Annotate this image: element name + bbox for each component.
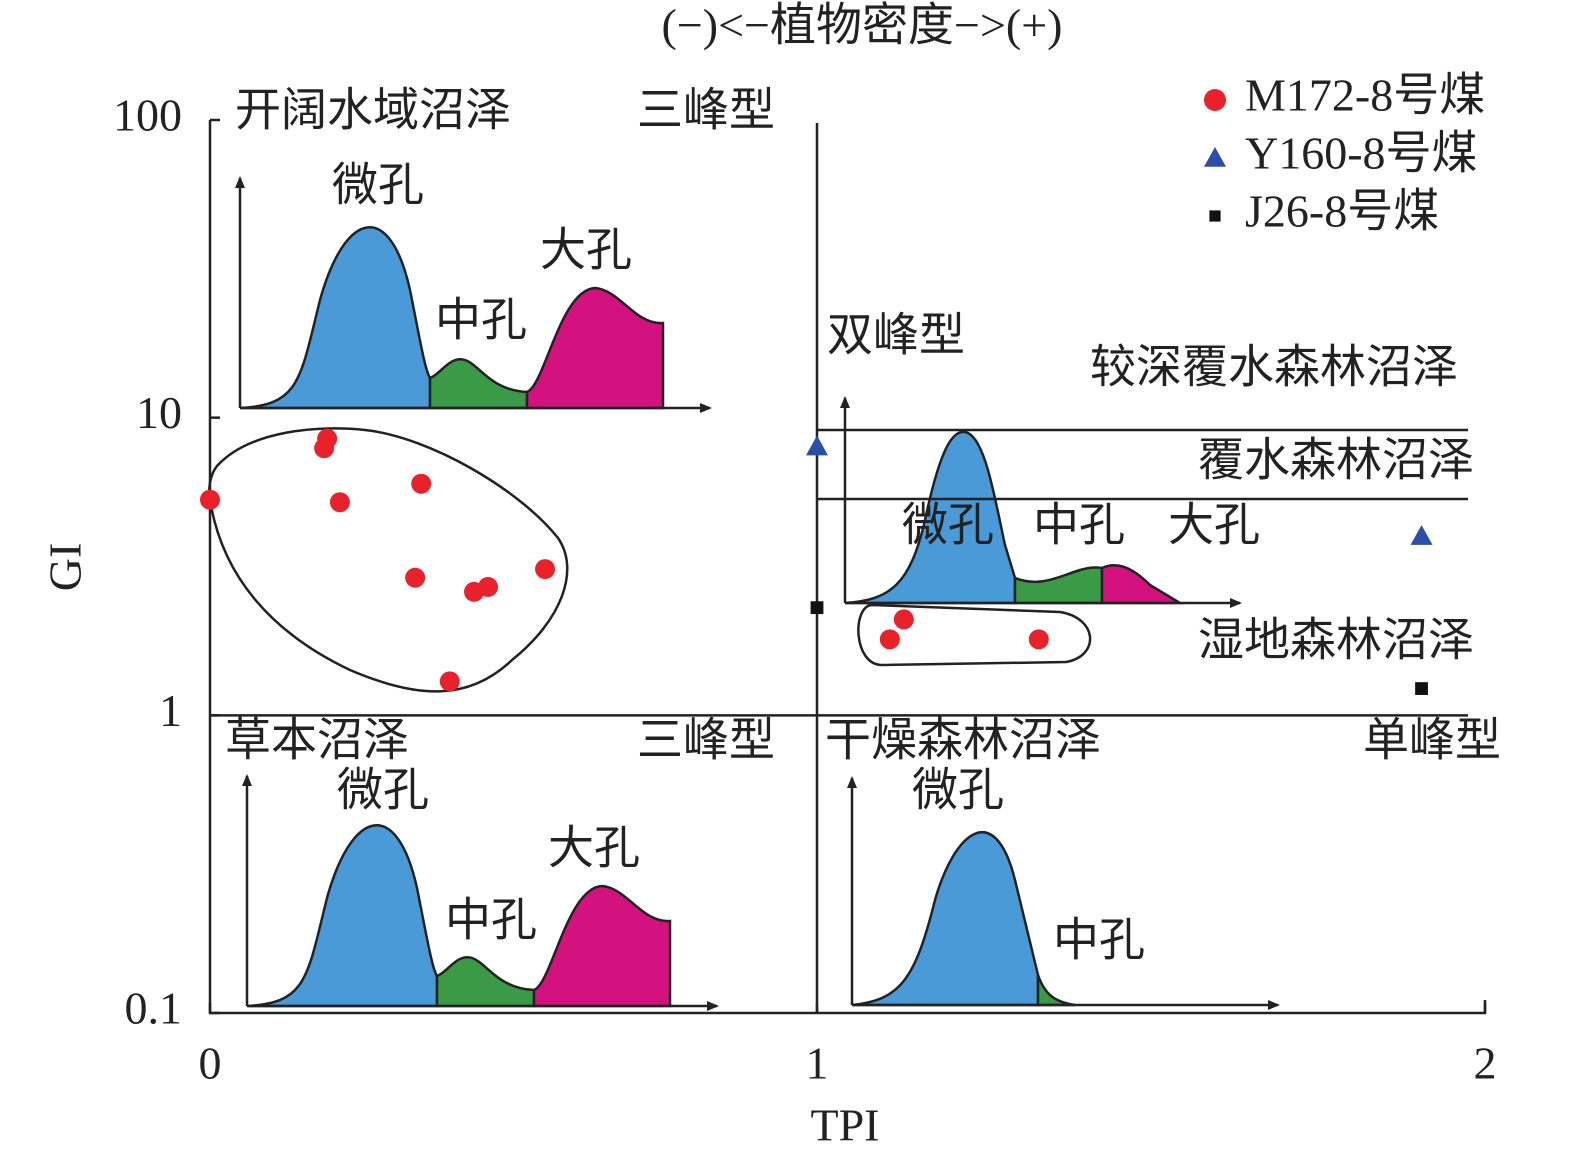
annotation: 中孔	[1033, 500, 1125, 551]
pore-area	[239, 226, 432, 410]
x-tick-label: 1	[806, 1038, 829, 1089]
data-point	[200, 489, 220, 510]
data-point	[314, 438, 335, 459]
data-point	[478, 576, 499, 597]
annotation: 大孔	[540, 225, 632, 276]
pore-area	[844, 430, 1017, 605]
annotation: 微孔	[902, 500, 994, 551]
data-point	[879, 629, 900, 650]
annotation: 湿地森林沼泽	[1198, 615, 1474, 666]
y-tick-label: 1	[159, 685, 182, 736]
legend-marker	[1204, 147, 1226, 167]
pore-area	[1100, 564, 1185, 605]
cluster-outline	[857, 603, 1092, 667]
pore-area	[532, 884, 672, 1008]
data-point	[1410, 525, 1433, 545]
annotation: 覆水森林沼泽	[1198, 435, 1474, 486]
y-tick-label: 100	[113, 90, 182, 141]
y-tick-label: 0.1	[125, 983, 183, 1034]
cluster-outline	[208, 427, 569, 693]
pore-area	[428, 357, 529, 410]
data-point	[439, 671, 460, 692]
y-tick-label: 10	[136, 387, 182, 438]
x-axis-label: TPI	[811, 1100, 880, 1151]
annotation: 草本沼泽	[225, 715, 409, 766]
annotation: 微孔	[332, 160, 424, 211]
divider-line	[817, 428, 1468, 501]
legend-label: M172-8号煤	[1245, 70, 1485, 121]
annotation: 微孔	[337, 765, 429, 816]
pore-area	[1036, 974, 1076, 1007]
data-point	[893, 609, 914, 630]
legend-marker	[1209, 210, 1221, 222]
legend-label: Y160-8号煤	[1245, 128, 1478, 179]
annotation: 大孔	[1168, 500, 1260, 551]
x-tick-label: 2	[1474, 1038, 1497, 1089]
data-point	[411, 473, 432, 494]
annotation: 双峰型	[827, 310, 965, 361]
annotation: 三峰型	[637, 715, 775, 766]
annotation: 微孔	[912, 765, 1004, 816]
pore-area	[246, 824, 439, 1008]
data-point	[1028, 629, 1049, 650]
data-point	[329, 492, 350, 513]
annotation: 中孔	[1053, 915, 1145, 966]
legend-marker	[1204, 89, 1226, 111]
annotation: 开阔水域沼泽	[235, 85, 511, 136]
pore-insets	[235, 176, 1280, 1011]
data-point	[535, 559, 556, 580]
annotation: 三峰型	[637, 85, 775, 136]
pore-inset	[235, 176, 712, 413]
chart-title: (−)<−植物密度−>(+)	[662, 0, 1063, 51]
data-point	[405, 567, 426, 588]
x-tick-label: 0	[199, 1038, 222, 1089]
y-axis-label: GI	[40, 543, 91, 592]
legend-label: J26-8号煤	[1245, 186, 1439, 237]
data-point	[806, 435, 828, 456]
annotation: 大孔	[548, 823, 640, 874]
annotation: 干燥森林沼泽	[825, 715, 1101, 766]
annotation: 较深覆水森林沼泽	[1090, 342, 1458, 393]
pore-area	[435, 955, 536, 1008]
pore-area	[1013, 566, 1104, 605]
data-point	[1415, 682, 1428, 695]
data-point	[810, 601, 824, 615]
pore-area	[525, 286, 665, 410]
annotation: 单峰型	[1363, 715, 1501, 766]
pore-inset	[242, 774, 719, 1011]
annotation: 中孔	[435, 295, 527, 346]
annotation: 中孔	[445, 895, 537, 946]
pore-area	[851, 831, 1040, 1007]
